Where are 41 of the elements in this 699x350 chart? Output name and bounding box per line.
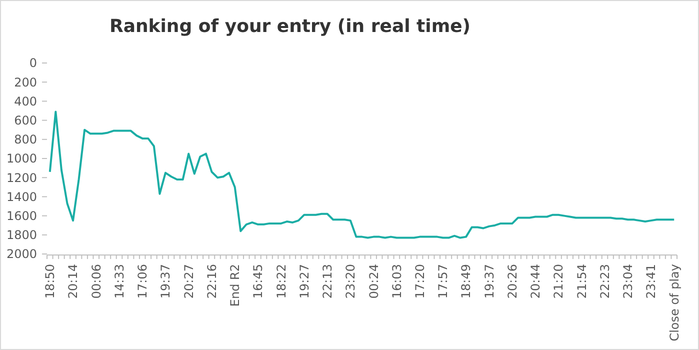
x-tick-label: 14:33 xyxy=(112,264,126,299)
x-tick-label: 19:37 xyxy=(482,264,496,299)
y-tick-label: 1600 xyxy=(6,209,37,223)
y-tick-label: 400 xyxy=(14,94,37,108)
x-tick-label: 17:06 xyxy=(136,264,150,299)
x-tick-label: 18:49 xyxy=(459,264,474,299)
x-tick-label: 23:20 xyxy=(344,264,358,299)
x-tick-label: 18:50 xyxy=(43,264,58,299)
x-tick-label: 22:23 xyxy=(598,264,612,299)
y-tick-label: 1800 xyxy=(6,228,37,242)
y-tick-label: 800 xyxy=(14,132,37,147)
x-tick-label: 00:24 xyxy=(366,264,381,299)
x-tick-label: 22:16 xyxy=(204,264,219,299)
y-tick-label: 1400 xyxy=(6,190,37,204)
x-tick-label: End R2 xyxy=(228,264,242,307)
x-tick-label: 20:27 xyxy=(182,264,196,299)
x-tick-label: 17:57 xyxy=(436,264,450,299)
x-tick-label: 23:41 xyxy=(644,264,658,299)
x-tick-label: 18:22 xyxy=(274,264,288,299)
x-tick-label: 19:37 xyxy=(158,264,173,299)
x-tick-label: 22:13 xyxy=(320,264,335,299)
y-tick-label: 200 xyxy=(14,75,37,90)
x-tick-label: 00:06 xyxy=(89,264,104,299)
x-tick-label: Close of play xyxy=(667,264,682,342)
x-tick-label: 16:03 xyxy=(390,264,404,299)
y-tick-label: 2000 xyxy=(6,247,37,262)
x-tick-label: 23:04 xyxy=(621,264,636,299)
x-tick-label: 21:54 xyxy=(574,264,589,299)
y-tick-label: 1200 xyxy=(6,170,37,185)
y-tick-label: 600 xyxy=(14,114,37,128)
y-tick-label: 1000 xyxy=(6,152,37,166)
x-tick-label: 20:14 xyxy=(66,264,80,299)
chart-title: Ranking of your entry (in real time) xyxy=(109,16,471,37)
line-series xyxy=(48,110,676,239)
x-tick-label: 19:27 xyxy=(297,264,312,299)
x-tick-label: 20:44 xyxy=(528,264,543,299)
x-tick-label: 20:26 xyxy=(505,264,520,299)
x-tick-label: 16:45 xyxy=(251,264,266,299)
y-tick-label: 0 xyxy=(29,56,37,70)
x-tick-label: 21:20 xyxy=(552,264,566,299)
x-tick-label: 17:20 xyxy=(413,264,427,299)
